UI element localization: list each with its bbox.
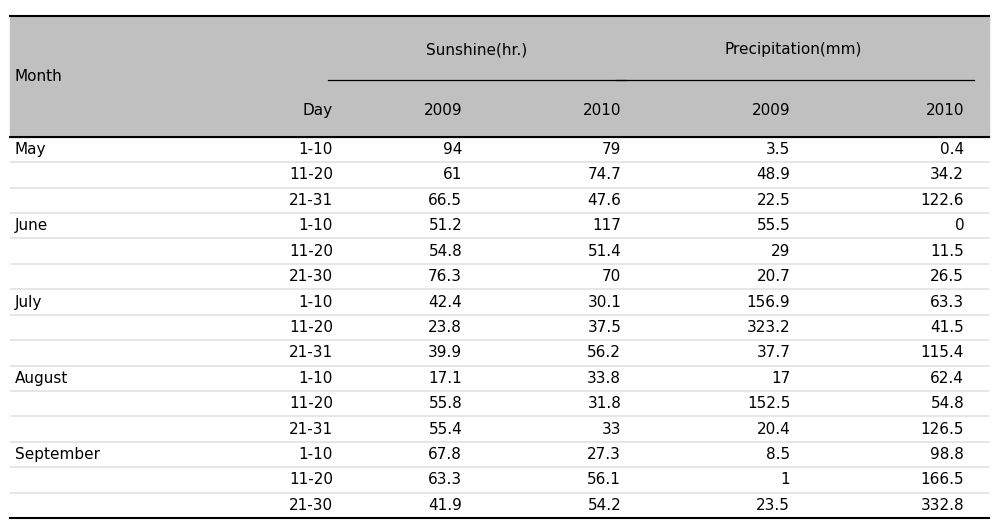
Text: 54.2: 54.2: [587, 498, 621, 513]
Text: 98.8: 98.8: [930, 447, 964, 462]
Text: 21-30: 21-30: [289, 498, 333, 513]
Text: 66.5: 66.5: [428, 193, 462, 208]
Text: 79: 79: [602, 142, 621, 157]
Text: 94: 94: [443, 142, 462, 157]
Text: 0.4: 0.4: [940, 142, 964, 157]
Text: 76.3: 76.3: [428, 269, 462, 284]
Text: 56.1: 56.1: [587, 472, 621, 488]
Text: 332.8: 332.8: [920, 498, 964, 513]
Text: 37.5: 37.5: [587, 320, 621, 335]
Text: 323.2: 323.2: [746, 320, 790, 335]
Text: 30.1: 30.1: [587, 295, 621, 309]
Text: 34.2: 34.2: [930, 167, 964, 183]
Text: 41.5: 41.5: [930, 320, 964, 335]
Text: 27.3: 27.3: [587, 447, 621, 462]
Text: 3.5: 3.5: [766, 142, 790, 157]
Text: 152.5: 152.5: [746, 396, 790, 411]
Text: Sunshine(hr.): Sunshine(hr.): [426, 43, 528, 57]
Text: 23.8: 23.8: [428, 320, 462, 335]
Text: Precipitation(mm): Precipitation(mm): [724, 43, 862, 57]
Text: 1: 1: [780, 472, 790, 488]
Text: 74.7: 74.7: [587, 167, 621, 183]
Text: 20.4: 20.4: [756, 422, 790, 437]
Text: 48.9: 48.9: [756, 167, 790, 183]
Text: August: August: [15, 371, 69, 386]
Text: 1-10: 1-10: [298, 295, 333, 309]
Text: Month: Month: [15, 69, 63, 84]
Text: 55.8: 55.8: [428, 396, 462, 411]
Text: 20.7: 20.7: [756, 269, 790, 284]
Text: 17: 17: [771, 371, 790, 386]
Text: 31.8: 31.8: [587, 396, 621, 411]
Text: 42.4: 42.4: [428, 295, 462, 309]
Text: 26.5: 26.5: [930, 269, 964, 284]
Text: 55.5: 55.5: [756, 218, 790, 233]
Text: 63.3: 63.3: [930, 295, 964, 309]
Text: 1-10: 1-10: [298, 142, 333, 157]
Text: 11-20: 11-20: [289, 472, 333, 488]
Text: 166.5: 166.5: [920, 472, 964, 488]
Text: 62.4: 62.4: [930, 371, 964, 386]
Text: 63.3: 63.3: [428, 472, 462, 488]
Text: Day: Day: [303, 103, 333, 118]
Text: 1-10: 1-10: [298, 371, 333, 386]
Text: 21-30: 21-30: [289, 269, 333, 284]
Text: 61: 61: [443, 167, 462, 183]
Text: May: May: [15, 142, 47, 157]
Text: 70: 70: [602, 269, 621, 284]
Text: 2010: 2010: [925, 103, 964, 118]
Text: 156.9: 156.9: [746, 295, 790, 309]
Text: 56.2: 56.2: [587, 346, 621, 360]
Text: 0: 0: [954, 218, 964, 233]
Text: 8.5: 8.5: [766, 447, 790, 462]
Text: 2009: 2009: [423, 103, 462, 118]
Text: July: July: [15, 295, 43, 309]
Text: 115.4: 115.4: [920, 346, 964, 360]
Text: 11-20: 11-20: [289, 167, 333, 183]
Text: 21-31: 21-31: [289, 193, 333, 208]
Text: 67.8: 67.8: [428, 447, 462, 462]
Text: September: September: [15, 447, 100, 462]
Bar: [10, 84, 989, 137]
Text: 54.8: 54.8: [930, 396, 964, 411]
Text: 117: 117: [592, 218, 621, 233]
Text: 21-31: 21-31: [289, 422, 333, 437]
Text: 1-10: 1-10: [298, 218, 333, 233]
Text: 11-20: 11-20: [289, 396, 333, 411]
Text: 126.5: 126.5: [920, 422, 964, 437]
Text: 51.4: 51.4: [587, 244, 621, 259]
Text: 17.1: 17.1: [428, 371, 462, 386]
Text: 22.5: 22.5: [756, 193, 790, 208]
Text: 11.5: 11.5: [930, 244, 964, 259]
Text: 51.2: 51.2: [428, 218, 462, 233]
Text: 2010: 2010: [582, 103, 621, 118]
Text: 33: 33: [601, 422, 621, 437]
Text: June: June: [15, 218, 48, 233]
Text: 23.5: 23.5: [756, 498, 790, 513]
Text: 55.4: 55.4: [428, 422, 462, 437]
Text: 29: 29: [771, 244, 790, 259]
Text: 41.9: 41.9: [428, 498, 462, 513]
Text: 2009: 2009: [751, 103, 790, 118]
Text: 11-20: 11-20: [289, 244, 333, 259]
Text: 37.7: 37.7: [756, 346, 790, 360]
Text: 11-20: 11-20: [289, 320, 333, 335]
Text: 54.8: 54.8: [428, 244, 462, 259]
Text: 122.6: 122.6: [920, 193, 964, 208]
Text: 39.9: 39.9: [428, 346, 462, 360]
Bar: [10, 16, 989, 84]
Text: 47.6: 47.6: [587, 193, 621, 208]
Text: 1-10: 1-10: [298, 447, 333, 462]
Text: 33.8: 33.8: [587, 371, 621, 386]
Text: 21-31: 21-31: [289, 346, 333, 360]
